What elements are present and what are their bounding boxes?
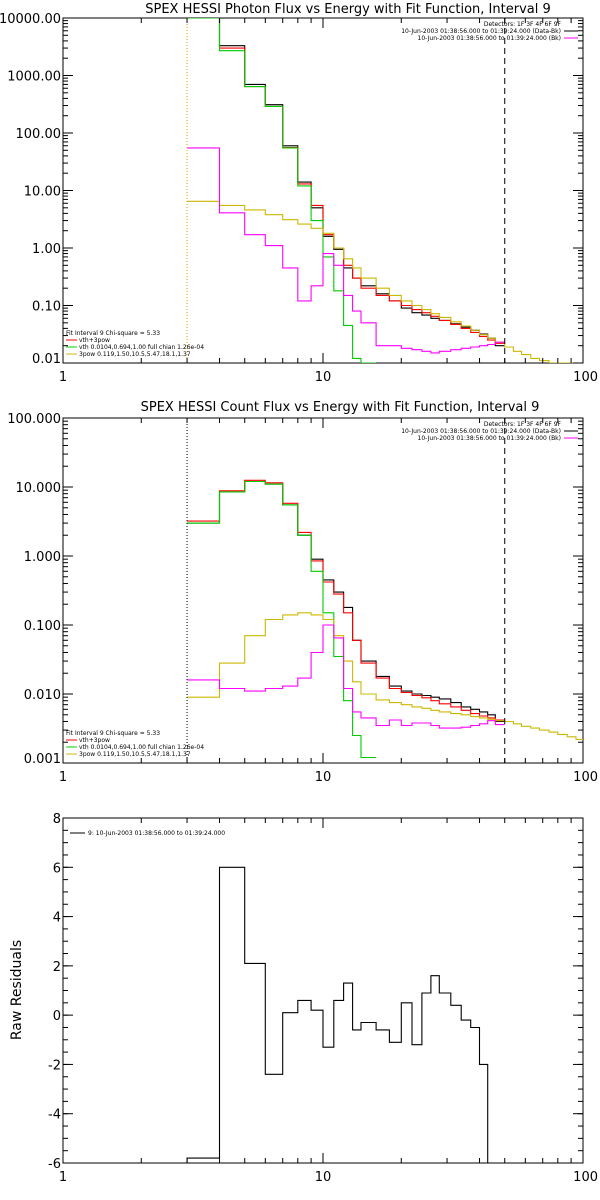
photon-fit-legend-entry: 3pow 0.119,1.50,10.5,5.47,18.1,1.37	[79, 351, 191, 358]
residual-y-tick-label: 2	[53, 960, 61, 975]
residuals-panel: Raw Residuals 1 10 100 -6 -4 -2 0 2 4 6 8 9: 10-Ju…	[9, 812, 598, 1185]
photon-series-1	[187, 18, 505, 344]
count-legend-entry: 10-Jun-2003 01:38:56.000 to 01:39:24.000…	[401, 428, 561, 435]
count-x-tick-label: 100	[573, 770, 598, 785]
photon-series-0	[187, 18, 505, 347]
photon-series-4	[187, 147, 505, 354]
residual-legend-entry: 9: 10-Jun-2003 01:38:56.000 to 01:39:24.…	[88, 830, 225, 837]
count-y-tick-label: 10.000	[16, 481, 62, 496]
photon-flux-title: SPEX HESSI Photon Flux vs Energy with Fi…	[145, 2, 551, 17]
count-series-0	[187, 480, 505, 723]
photon-y-tick-label: 1.00	[32, 242, 61, 257]
photon-y-tick-label: 100.00	[16, 127, 62, 142]
count-flux-title: SPEX HESSI Count Flux vs Energy with Fit…	[141, 400, 540, 415]
residual-y-tick-label: 8	[53, 812, 61, 827]
photon-legend-entry: 10-Jun-2003 01:38:56.000 to 01:39:24.000…	[401, 28, 561, 35]
count-fit-legend-entry: Fit Interval 9 Chi-square = 5.33	[66, 730, 160, 737]
residual-x-tick-label: 100	[573, 1170, 598, 1185]
photon-y-tick-label: 10000.00	[0, 12, 61, 27]
count-x-tick-label: 10	[315, 770, 332, 785]
photon-y-tick-label: 10.00	[24, 185, 61, 200]
residual-series-0	[186, 866, 496, 1163]
residual-x-tick-label: 10	[315, 1170, 332, 1185]
count-series-3	[187, 612, 583, 740]
photon-series-2	[187, 18, 377, 363]
residual-y-tick-label: -2	[48, 1058, 61, 1073]
photon-fit-legend-entry: Fit Interval 9 Chi-square = 5.33	[66, 330, 160, 337]
residual-y-tick-label: 0	[53, 1009, 61, 1024]
photon-y-tick-label: 1000.00	[7, 70, 61, 85]
residual-y-tick-label: 4	[53, 911, 61, 926]
count-fit-legend-entry: vth+3pow	[79, 737, 110, 744]
count-fit-legend-entry: vth 0.0104,0.694,1.00 full chian 1.26e-0…	[79, 744, 204, 751]
photon-y-tick-label: 0.01	[32, 352, 61, 367]
count-flux-panel: SPEX HESSI Count Flux vs Energy with Fit…	[7, 400, 598, 785]
residual-y-tick-label: -4	[48, 1108, 61, 1123]
count-series-1	[187, 479, 505, 721]
photon-legend-entry: Detectors: 1F 3F 4F 6F 9F	[484, 21, 562, 28]
count-x-tick-label: 1	[59, 770, 67, 785]
count-y-tick-label: 0.001	[24, 752, 61, 767]
photon-flux-panel: SPEX HESSI Photon Flux vs Energy with Fi…	[0, 2, 598, 385]
photon-x-tick-label: 100	[573, 370, 598, 385]
residual-y-tick-label: 6	[53, 861, 61, 876]
residuals-frame	[62, 817, 584, 1164]
count-y-tick-label: 1.000	[24, 550, 61, 565]
residual-x-tick-label: 1	[59, 1170, 67, 1185]
residual-y-tick-label: -6	[48, 1157, 61, 1172]
photon-x-tick-label: 1	[59, 370, 67, 385]
photon-x-tick-label: 10	[315, 370, 332, 385]
photon-y-tick-label: 0.10	[32, 300, 61, 315]
count-legend-entry: 10-Jun-2003 01:38:56.000 to 01:39:24.000…	[418, 435, 561, 442]
photon-fit-legend-entry: vth 0.0104,0.694,1.00 full chian 1.26e-0…	[79, 344, 204, 351]
count-y-tick-label: 0.100	[24, 619, 61, 634]
photon-series-3	[187, 200, 583, 363]
count-y-tick-label: 0.010	[24, 688, 61, 703]
count-fit-legend-entry: 3pow 0.119,1.50,10.5,5.47,18.1,1.37	[79, 751, 191, 758]
count-y-tick-label: 100.000	[7, 412, 61, 427]
photon-fit-legend-entry: vth+3pow	[79, 337, 110, 344]
residuals-ylabel: Raw Residuals	[9, 940, 25, 1040]
count-series-4	[187, 624, 505, 729]
count-legend-entry: Detectors: 1F 3F 4F 6F 9F	[484, 421, 562, 428]
photon-legend-entry: 10-Jun-2003 01:38:56.000 to 01:39:24.000…	[418, 35, 561, 42]
